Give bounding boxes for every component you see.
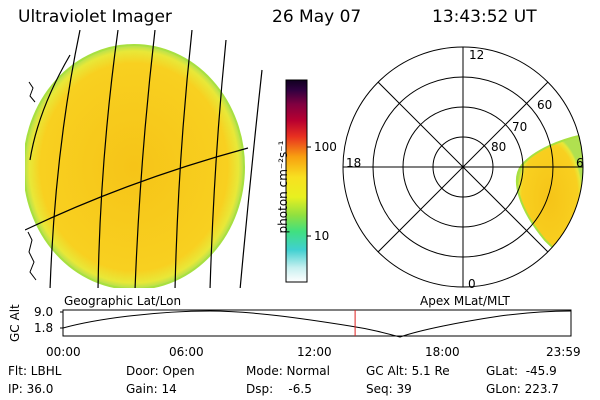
gain-info: Gain: 14: [126, 382, 177, 396]
mlat-70-label: 70: [512, 120, 528, 134]
xtick-2359: 23:59: [546, 345, 581, 359]
altitude-ylabel: GC Alt: [8, 304, 22, 342]
date-label: 26 May 07: [272, 7, 362, 27]
polar-plot: [342, 46, 584, 288]
mlt-18-label: 18: [346, 156, 362, 170]
altitude-ytick-top: 9.0: [34, 305, 54, 319]
mlat-80-label: 80: [491, 140, 507, 154]
colorbar-tick-10: 10: [314, 229, 330, 243]
aurora-region: [515, 133, 583, 264]
meridian-line: [97, 30, 119, 288]
seq-info: Seq: 39: [366, 382, 412, 396]
altitude-strip: [60, 309, 572, 338]
door-info: Door: Open: [126, 364, 195, 378]
meridian-line: [209, 39, 227, 288]
xtick-1200: 12:00: [297, 345, 332, 359]
meridian-line: [49, 30, 81, 288]
gc-alt-info: GC Alt: 5.1 Re: [366, 364, 450, 378]
instrument-title: Ultraviolet Imager: [18, 7, 172, 27]
ip-info: IP: 36.0: [8, 382, 54, 396]
coastline: [28, 81, 36, 103]
glon-info: GLon: 223.7: [486, 382, 559, 396]
meridian-line: [134, 30, 156, 288]
colorbar-unit-label: photon cm⁻²s⁻¹: [276, 140, 290, 234]
meridian-line: [239, 69, 263, 288]
parallel-line: [25, 147, 249, 231]
glat-info: GLat: -45.9: [486, 364, 557, 378]
xtick-0000: 00:00: [46, 345, 81, 359]
geographic-map: [25, 30, 263, 288]
altitude-curve: [62, 310, 572, 338]
filter-info: Flt: LBHL: [8, 364, 62, 378]
xtick-1800: 18:00: [425, 345, 460, 359]
mode-info: Mode: Normal: [246, 364, 330, 378]
xtick-0600: 06:00: [169, 345, 204, 359]
colorbar: [285, 79, 308, 283]
dsp-info: Dsp: -6.5: [246, 382, 312, 396]
mlt-6-label: 6: [576, 156, 584, 170]
mlt-12-label: 12: [469, 48, 485, 62]
time-label: 13:43:52 UT: [432, 7, 537, 27]
altitude-ytick-bottom: 1.8: [34, 321, 54, 335]
mlat-60-label: 60: [537, 98, 553, 112]
coastline: [27, 231, 37, 281]
mlt-0-label: 0: [468, 277, 476, 291]
colorbar-tick-100: 100: [314, 140, 337, 154]
meridian-line: [174, 30, 193, 288]
earth-disk: [25, 44, 245, 288]
meridian-line: [29, 54, 71, 161]
geographic-caption: Geographic Lat/Lon: [64, 294, 182, 308]
apex-caption: Apex MLat/MLT: [420, 294, 510, 308]
